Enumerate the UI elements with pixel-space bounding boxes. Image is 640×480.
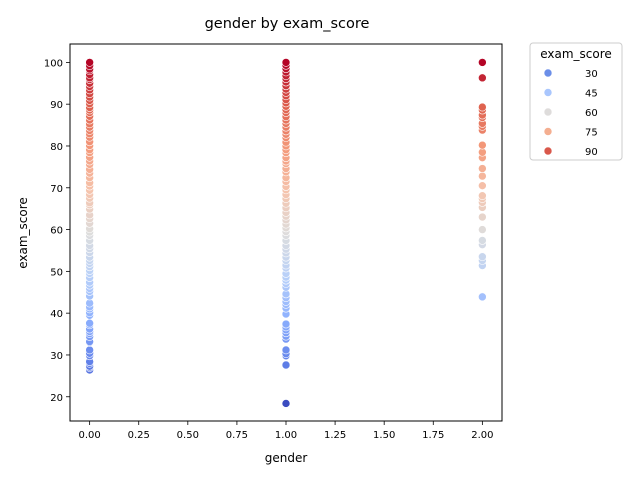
data-point bbox=[478, 164, 487, 173]
data-point bbox=[281, 58, 291, 67]
data-point bbox=[85, 345, 94, 355]
x-tick-label: 1.75 bbox=[422, 430, 444, 441]
x-tick-label: 2.00 bbox=[471, 430, 493, 441]
legend-marker bbox=[543, 146, 553, 156]
data-point bbox=[281, 360, 291, 370]
data-points bbox=[85, 58, 487, 408]
legend: exam_score 30 45 60 75 90 bbox=[529, 42, 623, 161]
x-tick-label: 0.25 bbox=[128, 430, 150, 441]
y-tick-label: 90 bbox=[50, 100, 63, 111]
chart-title: gender by exam_score bbox=[205, 16, 370, 32]
data-point bbox=[478, 212, 487, 222]
y-tick-label: 80 bbox=[50, 142, 63, 153]
x-tick-label: 1.50 bbox=[373, 430, 395, 441]
y-tick-label: 20 bbox=[50, 393, 63, 404]
legend-marker bbox=[543, 127, 553, 136]
legend-marker bbox=[543, 68, 553, 78]
data-point bbox=[281, 319, 291, 329]
legend-label: 60 bbox=[585, 108, 598, 119]
x-tick-label: 1.25 bbox=[324, 430, 346, 441]
data-point bbox=[478, 140, 487, 150]
y-tick-label: 70 bbox=[50, 184, 63, 195]
legend-entries: 30 45 60 75 90 bbox=[543, 68, 598, 158]
data-point bbox=[478, 102, 487, 112]
data-point bbox=[478, 225, 487, 234]
legend-label: 30 bbox=[585, 69, 598, 80]
data-point bbox=[478, 73, 487, 83]
legend-label: 75 bbox=[585, 128, 598, 139]
data-point bbox=[478, 236, 487, 245]
x-tick-label: 0.50 bbox=[177, 430, 199, 441]
x-axis-label: gender bbox=[265, 451, 308, 465]
data-point bbox=[85, 298, 94, 308]
data-point bbox=[478, 292, 487, 302]
y-tick-label: 100 bbox=[44, 58, 63, 69]
data-point bbox=[281, 399, 291, 408]
data-point bbox=[478, 58, 487, 67]
legend-frame bbox=[529, 42, 623, 161]
data-point bbox=[478, 181, 487, 190]
x-axis-ticks: 0.00 0.25 0.50 0.75 1.00 1.25 1.50 1.75 2.00 bbox=[79, 421, 493, 441]
legend-label: 90 bbox=[585, 147, 598, 158]
y-axis-ticks: 20 30 40 50 60 70 80 90 100 bbox=[44, 58, 70, 404]
legend-marker bbox=[543, 107, 553, 117]
data-point bbox=[85, 58, 94, 67]
y-axis-label: exam_score bbox=[16, 197, 30, 269]
data-point bbox=[478, 147, 487, 157]
legend-label: 45 bbox=[585, 89, 598, 100]
y-tick-label: 30 bbox=[50, 351, 63, 362]
x-tick-label: 0.00 bbox=[79, 430, 101, 441]
data-point bbox=[478, 252, 487, 262]
y-tick-label: 60 bbox=[50, 226, 63, 237]
x-tick-label: 0.75 bbox=[226, 430, 248, 441]
y-tick-label: 50 bbox=[50, 267, 63, 278]
x-tick-label: 1.00 bbox=[275, 430, 297, 441]
y-tick-label: 40 bbox=[50, 309, 63, 320]
data-point bbox=[478, 191, 487, 201]
data-point bbox=[281, 345, 291, 355]
data-point bbox=[478, 171, 487, 181]
legend-marker bbox=[543, 88, 553, 97]
data-point bbox=[85, 318, 94, 328]
legend-title: exam_score bbox=[540, 47, 612, 61]
